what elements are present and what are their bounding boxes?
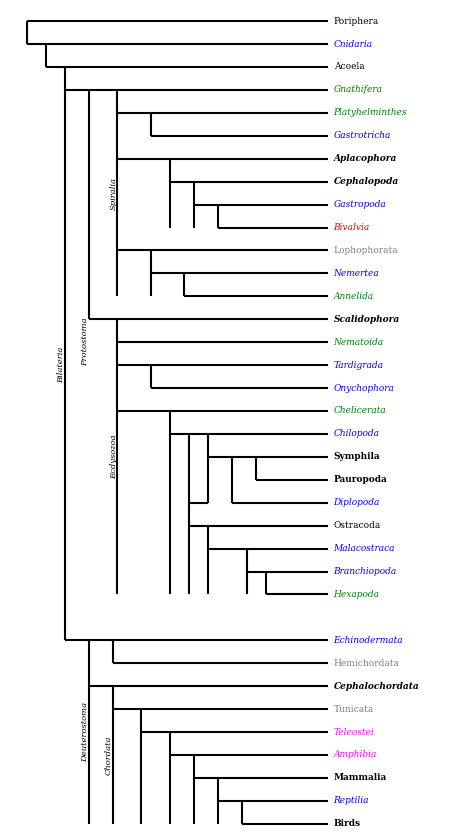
Text: Reptilia: Reptilia: [334, 796, 369, 805]
Text: Ecdysozoa: Ecdysozoa: [109, 435, 118, 479]
Text: Ostracoda: Ostracoda: [334, 521, 381, 530]
Text: Pauropoda: Pauropoda: [334, 475, 387, 484]
Text: Lophophorata: Lophophorata: [334, 246, 398, 255]
Text: Diplopoda: Diplopoda: [334, 499, 380, 507]
Text: Amphibia: Amphibia: [334, 751, 377, 759]
Text: Mammalia: Mammalia: [334, 773, 387, 783]
Text: Cnidaria: Cnidaria: [334, 39, 373, 49]
Text: Echinodermata: Echinodermata: [334, 636, 403, 644]
Text: Chelicerata: Chelicerata: [334, 406, 386, 416]
Text: Teleostei: Teleostei: [334, 727, 374, 737]
Text: Bilateria: Bilateria: [57, 347, 65, 383]
Text: Tardigrada: Tardigrada: [334, 360, 383, 370]
Text: Birds: Birds: [334, 820, 361, 828]
Text: Deuterostoma: Deuterostoma: [81, 702, 89, 762]
Text: Hexapoda: Hexapoda: [334, 590, 380, 599]
Text: Chordata: Chordata: [105, 735, 113, 774]
Text: Protostoma: Protostoma: [81, 318, 89, 366]
Text: Gastropoda: Gastropoda: [334, 200, 386, 210]
Text: Onychophora: Onychophora: [334, 384, 394, 392]
Text: Bivalvia: Bivalvia: [334, 223, 370, 232]
Text: Cephalochordata: Cephalochordata: [334, 681, 419, 691]
Text: Poriphera: Poriphera: [334, 17, 379, 26]
Text: Tunicata: Tunicata: [334, 705, 374, 714]
Text: Gnathifera: Gnathifera: [334, 85, 383, 95]
Text: Chilopoda: Chilopoda: [334, 429, 380, 438]
Text: Hemichordata: Hemichordata: [334, 659, 400, 668]
Text: Nematoida: Nematoida: [334, 338, 383, 347]
Text: Scalidophora: Scalidophora: [334, 315, 400, 323]
Text: Symphila: Symphila: [334, 453, 380, 462]
Text: Annelida: Annelida: [334, 292, 374, 301]
Text: Cephalopoda: Cephalopoda: [334, 177, 399, 186]
Text: Aplacophora: Aplacophora: [334, 154, 397, 163]
Text: Acoela: Acoela: [334, 63, 364, 71]
Text: Nemertea: Nemertea: [334, 269, 379, 278]
Text: Gastrotricha: Gastrotricha: [334, 132, 391, 140]
Text: Branchiopoda: Branchiopoda: [334, 567, 397, 576]
Text: Platyhelminthes: Platyhelminthes: [334, 108, 407, 117]
Text: Spiralia: Spiralia: [109, 177, 118, 210]
Text: Malacostraca: Malacostraca: [334, 544, 395, 553]
